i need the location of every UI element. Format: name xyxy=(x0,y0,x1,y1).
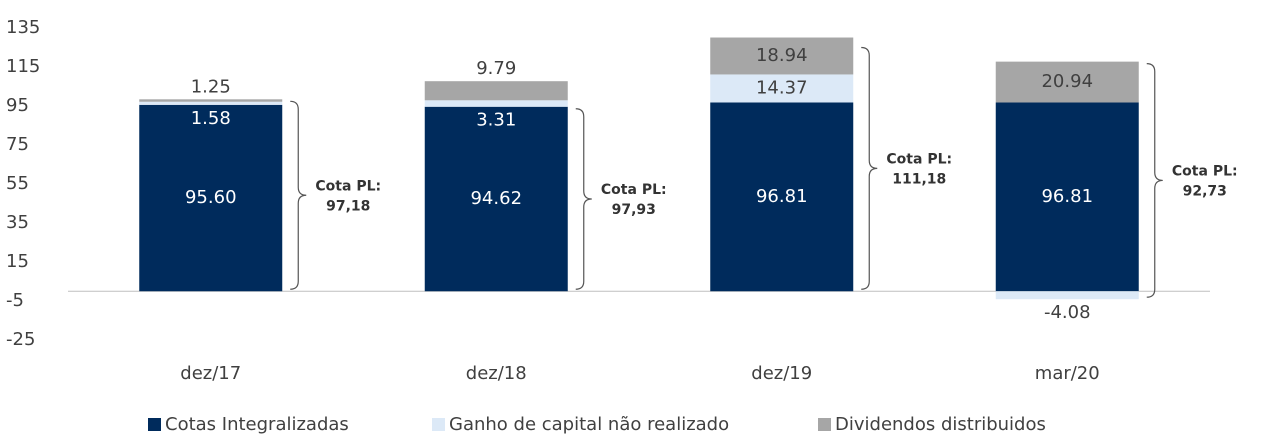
bar-segment xyxy=(424,106,568,292)
bracket xyxy=(861,46,878,290)
legend-label: Ganho de capital não realizado xyxy=(449,414,729,435)
annotation: 97,18 xyxy=(326,198,370,214)
data-label: 20.94 xyxy=(1041,71,1093,92)
annotation: Cota PL: xyxy=(1172,163,1238,179)
data-label: 95.60 xyxy=(185,187,237,208)
y-tick-label: 135 xyxy=(6,17,40,38)
x-tick-label: dez/18 xyxy=(466,363,527,384)
bar-segment xyxy=(424,81,568,101)
data-label: 14.37 xyxy=(756,77,808,98)
legend-label: Dividendos distribuidos xyxy=(835,414,1046,435)
bar-segment xyxy=(139,104,283,292)
x-tick-label: dez/17 xyxy=(180,363,241,384)
y-tick-label: 15 xyxy=(6,251,29,272)
bar-segment xyxy=(139,99,283,102)
y-tick-label: 95 xyxy=(6,95,29,116)
annotation: 92,73 xyxy=(1183,183,1227,199)
bar-segment xyxy=(424,100,568,107)
y-tick-label: 35 xyxy=(6,212,29,233)
data-label: -4.08 xyxy=(1044,302,1091,323)
legend-label: Cotas Integralizadas xyxy=(165,414,349,435)
bracket xyxy=(290,100,307,290)
annotation: 97,93 xyxy=(612,202,656,218)
y-tick-label: 75 xyxy=(6,134,29,155)
data-label: 96.81 xyxy=(1041,186,1093,207)
bracket xyxy=(1146,63,1163,298)
x-tick-label: dez/19 xyxy=(751,363,812,384)
bar-segment xyxy=(710,74,854,103)
data-label: 9.79 xyxy=(476,58,516,79)
x-tick-label: mar/20 xyxy=(1035,363,1100,384)
annotation: Cota PL: xyxy=(315,178,381,194)
bar-segment xyxy=(710,37,854,75)
y-tick-label: -5 xyxy=(6,290,24,311)
legend-swatch xyxy=(818,418,831,431)
y-tick-label: 115 xyxy=(6,56,40,77)
data-label: 3.31 xyxy=(476,110,516,131)
annotation: Cota PL: xyxy=(886,151,952,167)
bar-segment xyxy=(710,102,854,292)
data-label: 94.62 xyxy=(470,188,522,209)
data-label: 96.81 xyxy=(756,186,808,207)
annotation: Cota PL: xyxy=(601,182,667,198)
data-label: 1.58 xyxy=(191,108,231,129)
bar-segment xyxy=(995,102,1139,292)
data-label: 18.94 xyxy=(756,45,808,66)
bracket xyxy=(575,108,592,290)
annotation: 111,18 xyxy=(892,171,946,187)
bar-segment xyxy=(995,61,1139,103)
y-tick-label: 55 xyxy=(6,173,29,194)
bar-segment xyxy=(995,291,1139,300)
data-label: 1.25 xyxy=(191,76,231,97)
y-tick-label: -25 xyxy=(6,329,35,350)
legend-swatch xyxy=(432,418,445,431)
bar-segment xyxy=(139,101,283,105)
legend-swatch xyxy=(148,418,161,431)
